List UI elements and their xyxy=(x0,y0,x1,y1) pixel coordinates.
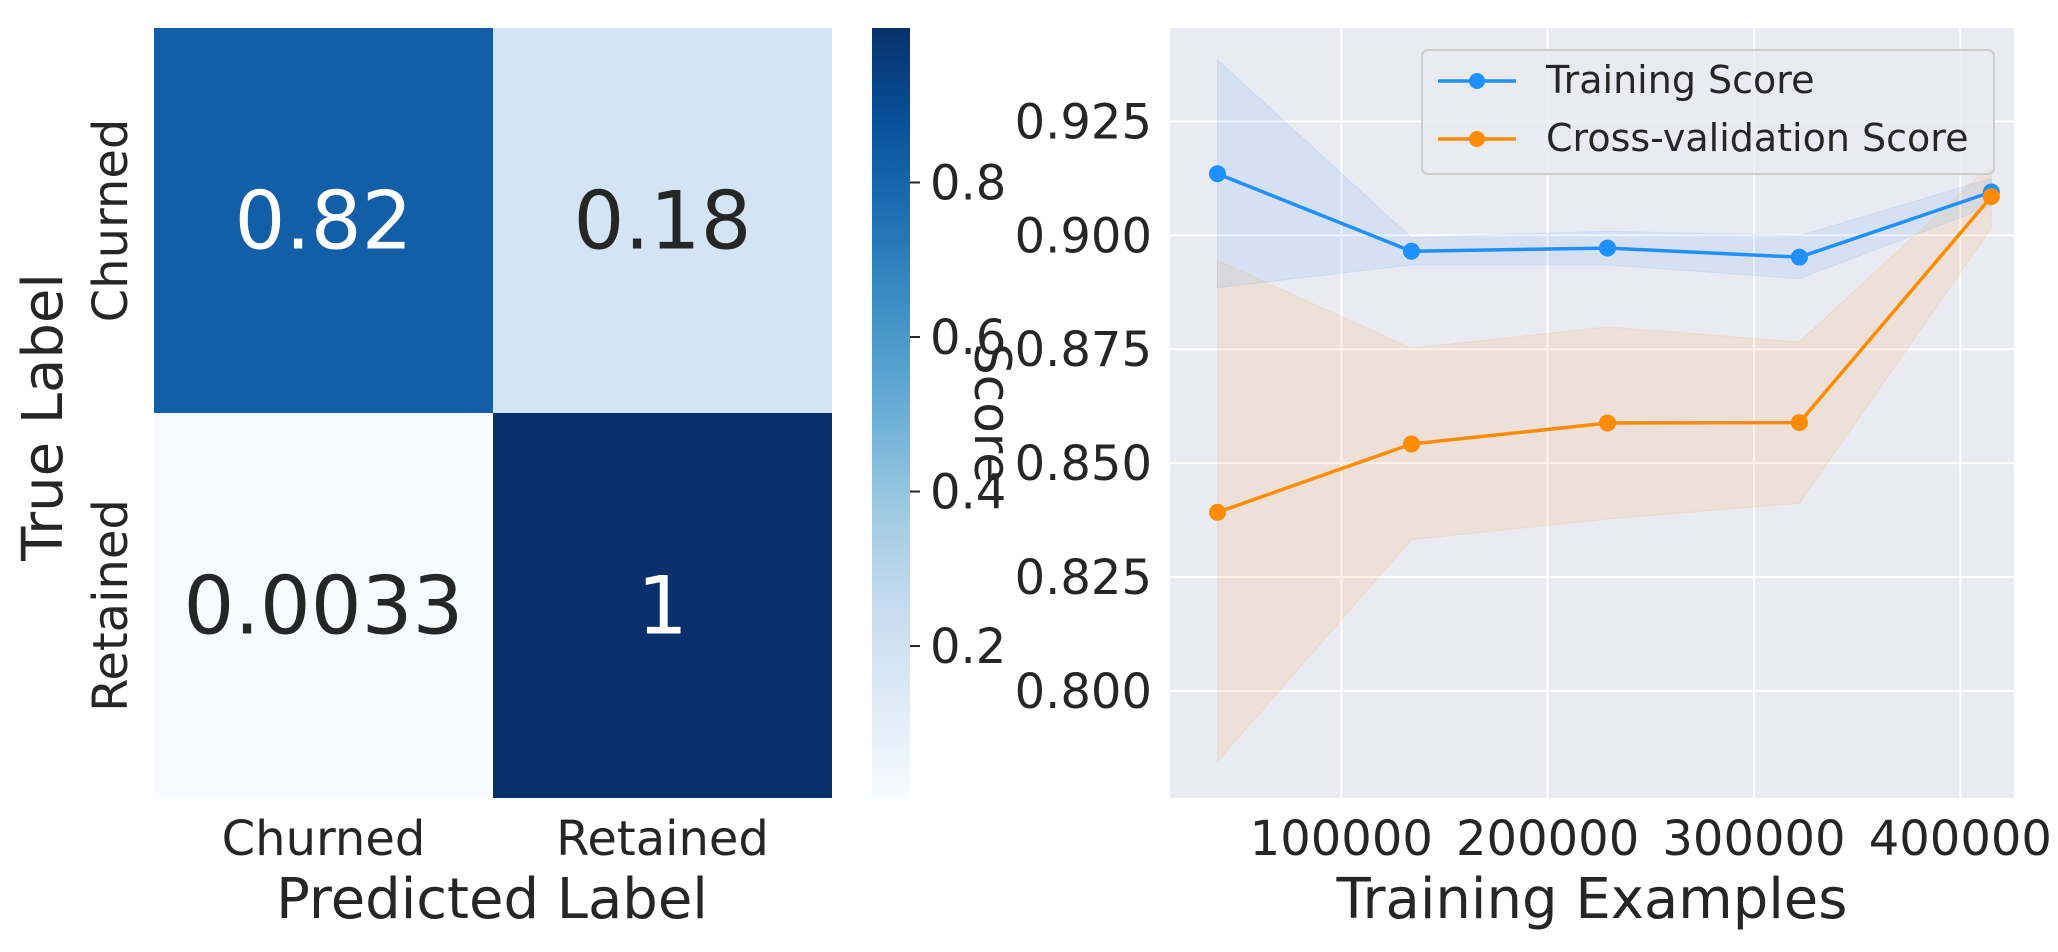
x-tick-label: 300000 xyxy=(1662,811,1845,867)
y-tick-label: 0.875 xyxy=(1015,322,1152,378)
cv-score-point xyxy=(1790,414,1808,432)
x-tick-label: 200000 xyxy=(1456,811,1639,867)
heatmap-annotations: 0.82 0.18 0.0033 1 xyxy=(184,175,752,653)
cv-score-point xyxy=(1598,414,1616,432)
legend: Training Score Cross-validation Score xyxy=(1421,49,1995,175)
legend-label-training: Training Score xyxy=(1545,58,1814,102)
x-tick-labels: 100000 200000 300000 400000 xyxy=(1250,811,2052,867)
y-tick-label: 0.800 xyxy=(1015,664,1152,720)
cv-score-point xyxy=(1982,188,2000,206)
y-tick-label: 0.825 xyxy=(1015,550,1152,606)
heatmap-cell xyxy=(493,413,832,798)
training-score-point xyxy=(1402,242,1420,260)
learning-curve: 0.800 0.825 0.850 0.875 0.900 0.925 100000 200… xyxy=(1015,28,2052,932)
learning-curve-x-axis-label: Training Examples xyxy=(1336,867,1848,932)
legend-box xyxy=(1421,49,1995,175)
heatmap-cell-value: 0.82 xyxy=(234,175,412,268)
heatmap-cell-value: 0.18 xyxy=(573,175,751,268)
heatmap-cell xyxy=(154,28,493,413)
heatmap-x-tick-label: Churned xyxy=(222,811,426,867)
colorbar: 0.2 0.4 0.6 0.8 Score xyxy=(872,28,1021,798)
colorbar-tick-label: 0.2 xyxy=(930,619,1006,675)
heatmap-x-tick-label: Retained xyxy=(556,811,769,867)
colorbar-tick-label: 0.6 xyxy=(930,310,1006,366)
heatmap-x-axis-label: Predicted Label xyxy=(276,867,708,932)
colorbar-ticks: 0.2 0.4 0.6 0.8 xyxy=(910,156,1006,675)
heatmap-y-tick-label: Churned xyxy=(83,119,139,323)
heatmap-y-tick-label: Retained xyxy=(83,499,139,712)
training-score-point xyxy=(1208,165,1226,183)
cv-score-point xyxy=(1208,503,1226,521)
heatmap-cells xyxy=(154,28,832,798)
training-score-point xyxy=(1790,248,1808,266)
heatmap-cell xyxy=(493,28,832,413)
y-tick-label: 0.925 xyxy=(1015,94,1152,150)
y-tick-labels: 0.800 0.825 0.850 0.875 0.900 0.925 xyxy=(1015,94,1152,720)
y-tick-label: 0.900 xyxy=(1015,208,1152,264)
heatmap-cell xyxy=(154,413,493,798)
score-points xyxy=(1208,165,2000,521)
heatmap-y-axis-label: True Label xyxy=(11,273,76,562)
y-tick-label: 0.850 xyxy=(1015,436,1152,492)
heatmap-y-tick-labels: Churned Retained xyxy=(83,119,139,712)
colorbar-tick-label: 0.4 xyxy=(930,465,1006,521)
legend-label-cv: Cross-validation Score xyxy=(1546,116,1968,160)
cv-score-point xyxy=(1402,435,1420,453)
legend-marker-cv xyxy=(1469,131,1485,147)
heatmap-cell-value: 0.0033 xyxy=(184,560,464,653)
cv-score-band xyxy=(1216,163,1992,763)
colorbar-tick-label: 0.8 xyxy=(930,156,1006,212)
heatmap-x-tick-labels: Churned Retained xyxy=(222,811,769,867)
heatmap-cell-value: 1 xyxy=(637,560,688,653)
x-tick-label: 400000 xyxy=(1869,811,2052,867)
confusion-matrix: 0.82 0.18 0.0033 1 Churned Retained Churned R… xyxy=(11,28,832,932)
colorbar-label: Score xyxy=(963,343,1021,483)
x-tick-label: 100000 xyxy=(1250,811,1433,867)
colorbar-gradient xyxy=(872,28,910,798)
legend-marker-training xyxy=(1469,73,1485,89)
training-score-point xyxy=(1598,239,1616,257)
